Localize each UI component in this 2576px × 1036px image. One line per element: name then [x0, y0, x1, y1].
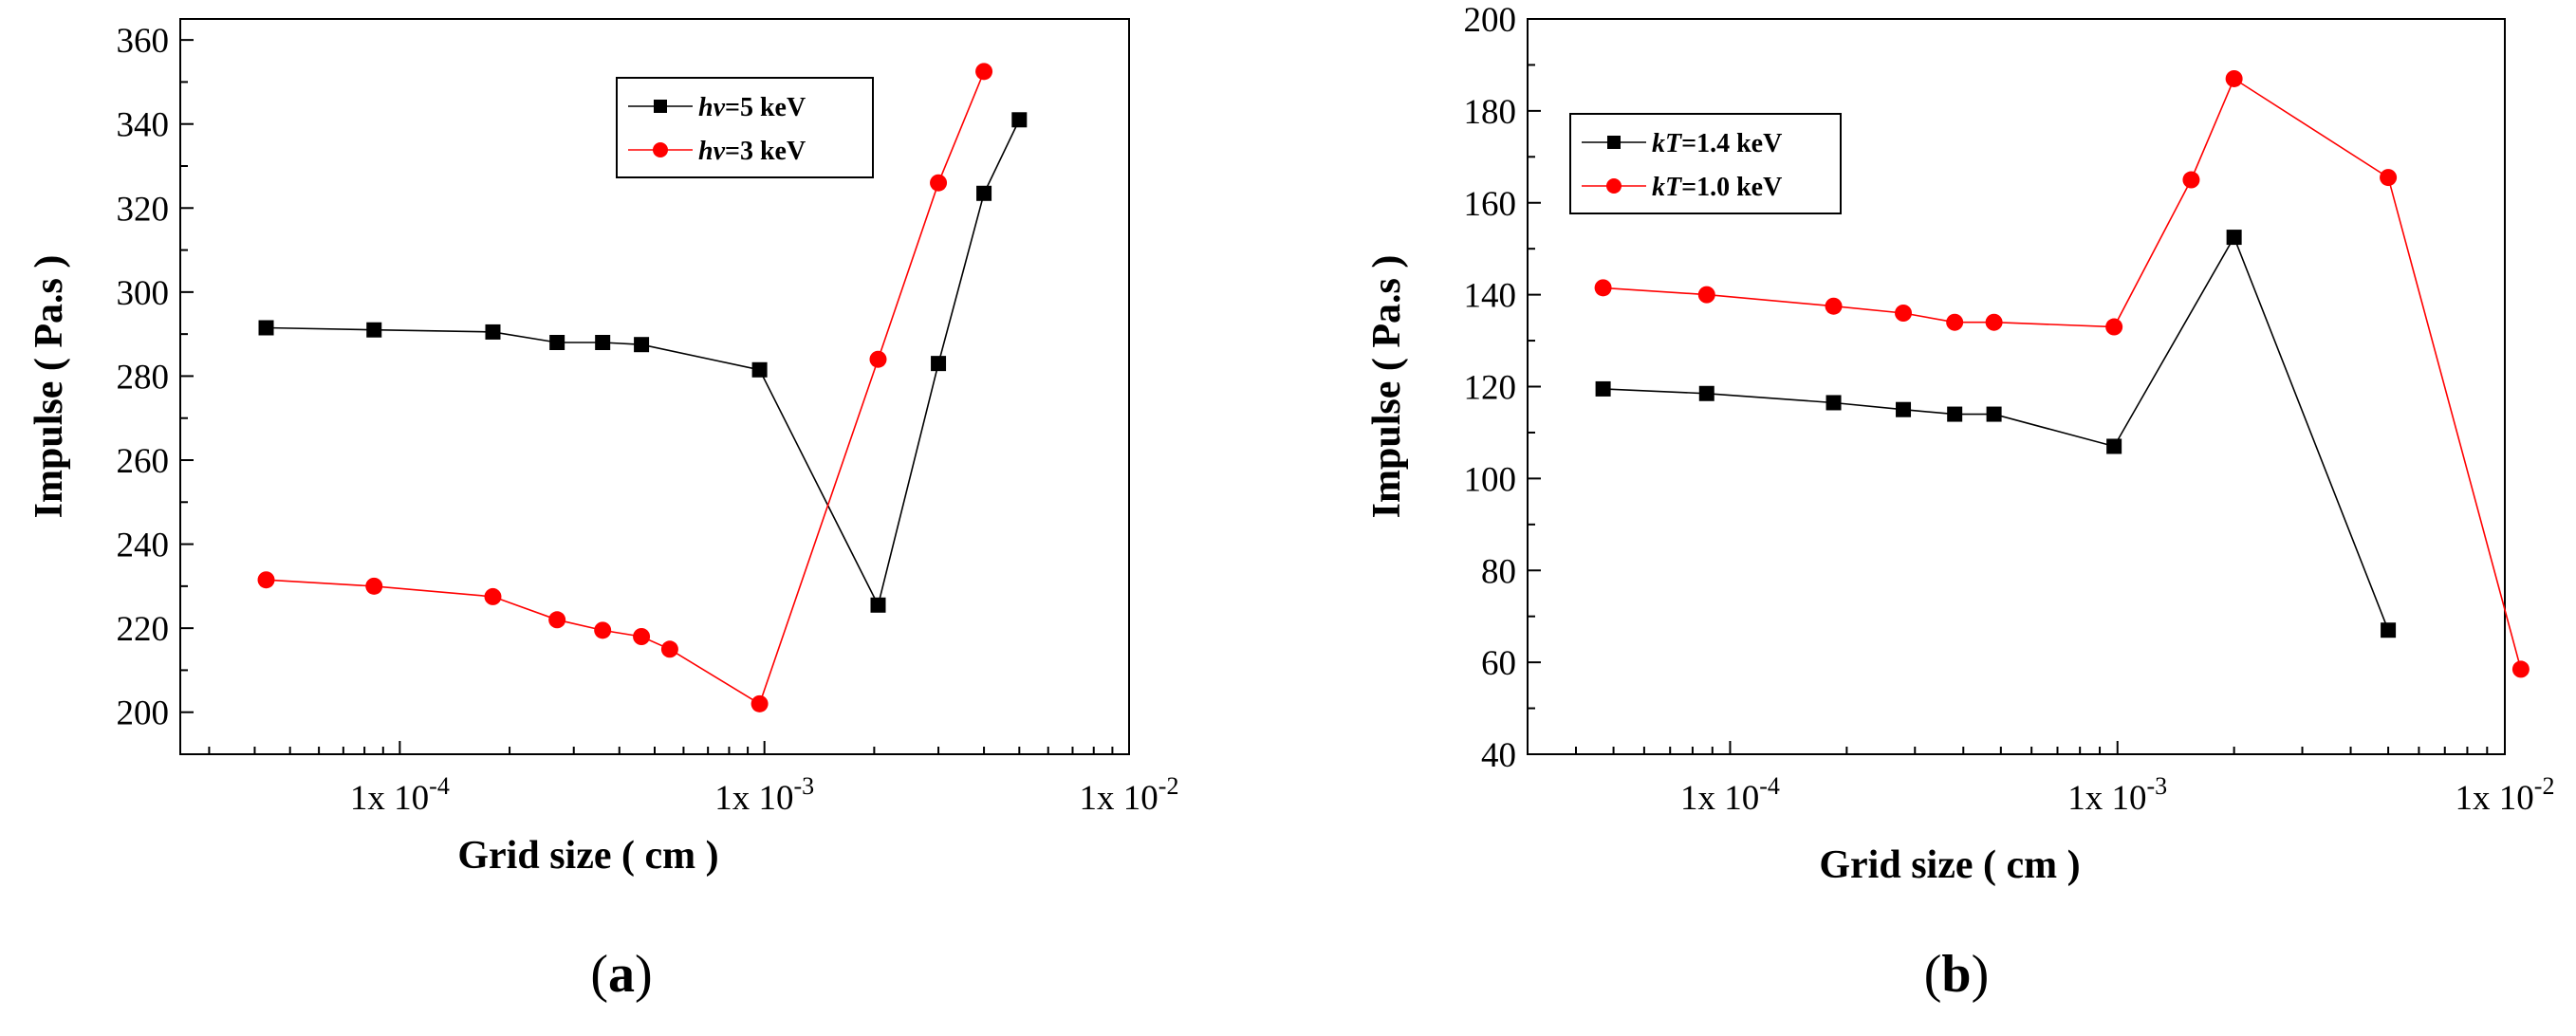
- series-0: [258, 112, 1028, 613]
- y-tick-label: 340: [117, 106, 170, 145]
- y-tick-label: 200: [1464, 1, 1517, 40]
- data-point: [2106, 438, 2122, 454]
- data-point: [257, 571, 275, 589]
- y-tick-label: 260: [117, 442, 170, 481]
- y-tick-label: 320: [117, 190, 170, 229]
- data-point: [549, 335, 565, 350]
- y-tick-label: 280: [117, 358, 170, 397]
- y-tick-label: 300: [117, 274, 170, 313]
- chart-panel-a: 200 220 240 260 280 300 320 340 360 1x 10-4 1x 10-…: [28, 18, 1179, 1004]
- x-tick-label: 1x 10-3: [2067, 772, 2167, 818]
- y-tick-label: 120: [1464, 369, 1517, 408]
- data-point: [870, 597, 886, 613]
- x-tick-label: 1x 10-4: [1680, 772, 1780, 818]
- legend-marker: [654, 100, 667, 113]
- data-point: [1986, 406, 2002, 422]
- legend-marker: [1607, 136, 1621, 149]
- y-tick-label: 160: [1464, 185, 1517, 224]
- data-point: [1825, 395, 1842, 411]
- data-point: [1825, 297, 1843, 315]
- x-tick-label: 1x 10-2: [2456, 772, 2555, 818]
- x-tick-label: 1x 10-2: [1080, 772, 1179, 818]
- data-point: [1896, 401, 1912, 417]
- x-axis-title: Grid size ( cm ): [457, 834, 718, 878]
- y-tick-label: 140: [1464, 277, 1517, 316]
- data-point: [1946, 313, 1964, 331]
- y-tick-label: 60: [1481, 644, 1516, 683]
- data-point: [365, 577, 383, 595]
- y-axis-title: Impulse ( Pa.s ): [28, 255, 71, 519]
- legend: kT=1.4 keV kT=1.0 keV: [1569, 113, 1842, 214]
- data-point: [2105, 318, 2123, 336]
- data-point: [595, 335, 611, 350]
- data-point: [1947, 406, 1963, 422]
- y-tick-label: 40: [1481, 736, 1516, 775]
- data-point: [258, 320, 274, 336]
- data-point: [633, 628, 651, 645]
- chart-panel-b: 40 60 80 100 120 140 160 180 200 1x 10-4 1x 10-3 1x…: [1365, 1, 2554, 1004]
- legend: hv=5 keV hv=3 keV: [616, 77, 874, 178]
- data-point: [2225, 69, 2243, 87]
- data-point: [1594, 279, 1612, 297]
- x-axis-title: Grid size ( cm ): [1819, 843, 2080, 887]
- legend-marker: [653, 142, 668, 157]
- y-tick-label: 360: [117, 22, 170, 61]
- data-point: [548, 611, 566, 629]
- data-point: [660, 640, 678, 658]
- data-point: [2226, 230, 2242, 246]
- series-1: [257, 63, 993, 712]
- y-tick-label: 200: [117, 694, 170, 733]
- data-point: [2381, 622, 2397, 638]
- data-point: [1595, 380, 1611, 397]
- data-point: [366, 322, 382, 338]
- y-tick-label: 100: [1464, 460, 1517, 499]
- y-tick-label: 180: [1464, 93, 1517, 132]
- legend-label: hv=3 keV: [698, 137, 806, 166]
- panel-label: (b): [1924, 945, 1989, 1004]
- data-point: [975, 63, 993, 81]
- x-tick-label: 1x 10-3: [714, 772, 814, 818]
- data-point: [1011, 112, 1028, 128]
- data-point: [869, 350, 887, 368]
- data-point: [1697, 286, 1715, 304]
- data-point: [1895, 305, 1913, 322]
- data-point: [751, 361, 768, 378]
- data-point: [976, 185, 992, 201]
- data-point: [594, 621, 612, 639]
- data-point: [2380, 169, 2398, 187]
- data-point: [2511, 660, 2530, 678]
- data-point: [634, 337, 650, 353]
- legend-label: kT=1.4 keV: [1652, 129, 1782, 158]
- y-tick-label: 220: [117, 610, 170, 649]
- y-tick-label: 80: [1481, 552, 1516, 591]
- y-axis-title: Impulse ( Pa.s ): [1365, 255, 1409, 519]
- data-point: [485, 324, 501, 340]
- data-point: [1985, 313, 2003, 331]
- legend-box: [616, 77, 874, 178]
- legend-label: kT=1.0 keV: [1652, 173, 1782, 202]
- legend-marker: [1606, 178, 1622, 194]
- data-point: [484, 587, 502, 605]
- data-point: [1698, 385, 1714, 401]
- y-tick-label: 240: [117, 527, 170, 565]
- series-line: [266, 119, 1021, 608]
- legend-label: hv=5 keV: [698, 93, 806, 122]
- series-0: [1595, 230, 2397, 638]
- series-1: [1594, 69, 2530, 678]
- data-point: [930, 174, 948, 192]
- panel-label: (a): [590, 945, 652, 1004]
- data-point: [751, 694, 769, 712]
- data-point: [931, 356, 947, 372]
- data-point: [2182, 171, 2200, 189]
- x-tick-label: 1x 10-4: [350, 772, 450, 818]
- legend-box: [1569, 113, 1842, 214]
